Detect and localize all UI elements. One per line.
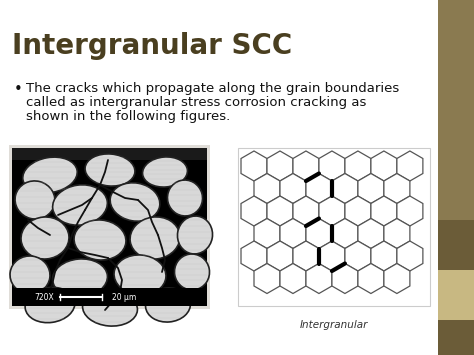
Polygon shape [267, 151, 293, 181]
Polygon shape [358, 174, 384, 203]
Polygon shape [371, 196, 397, 226]
Text: The cracks which propagate along the grain boundaries: The cracks which propagate along the gra… [26, 82, 399, 95]
Polygon shape [397, 151, 423, 181]
Polygon shape [371, 241, 397, 271]
Polygon shape [358, 218, 384, 248]
Polygon shape [332, 263, 358, 294]
Ellipse shape [130, 217, 180, 259]
Ellipse shape [53, 185, 108, 225]
Ellipse shape [21, 217, 69, 259]
Polygon shape [319, 196, 345, 226]
Text: called as intergranular stress corrosion cracking as: called as intergranular stress corrosion… [26, 96, 366, 109]
Polygon shape [332, 174, 358, 203]
Polygon shape [306, 174, 332, 203]
Ellipse shape [177, 216, 212, 254]
Polygon shape [254, 263, 280, 294]
Polygon shape [280, 218, 306, 248]
Text: 20 μm: 20 μm [112, 293, 136, 301]
Polygon shape [345, 241, 371, 271]
Ellipse shape [85, 154, 135, 186]
Ellipse shape [114, 255, 166, 295]
Ellipse shape [23, 157, 77, 193]
Polygon shape [293, 151, 319, 181]
Ellipse shape [53, 259, 108, 297]
Ellipse shape [143, 157, 187, 187]
Ellipse shape [25, 287, 75, 323]
Text: 720X: 720X [34, 293, 54, 301]
Polygon shape [267, 196, 293, 226]
Polygon shape [293, 196, 319, 226]
Polygon shape [371, 151, 397, 181]
Polygon shape [254, 174, 280, 203]
Bar [12, 148, 207, 306]
Polygon shape [358, 263, 384, 294]
Polygon shape [280, 263, 306, 294]
Ellipse shape [74, 220, 126, 260]
Polygon shape [397, 196, 423, 226]
Ellipse shape [110, 183, 160, 221]
Polygon shape [319, 151, 345, 181]
Polygon shape [306, 218, 332, 248]
Bar [438, 0, 474, 355]
Polygon shape [241, 196, 267, 226]
Ellipse shape [174, 254, 210, 290]
Ellipse shape [146, 288, 191, 322]
Polygon shape [306, 263, 332, 294]
Polygon shape [241, 151, 267, 181]
Text: Intergranular SCC: Intergranular SCC [12, 32, 292, 60]
Polygon shape [345, 196, 371, 226]
Polygon shape [384, 263, 410, 294]
Polygon shape [280, 174, 306, 203]
Ellipse shape [10, 256, 50, 294]
Bar [438, 220, 474, 355]
Text: •: • [14, 82, 23, 97]
Bar [12, 148, 207, 160]
Polygon shape [397, 241, 423, 271]
Polygon shape [345, 151, 371, 181]
Polygon shape [332, 218, 358, 248]
Ellipse shape [82, 290, 137, 326]
Bar [9, 145, 210, 309]
Text: shown in the following figures.: shown in the following figures. [26, 110, 230, 123]
Polygon shape [384, 218, 410, 248]
Bar [238, 148, 430, 306]
Polygon shape [293, 241, 319, 271]
Text: Intergranular: Intergranular [300, 320, 368, 330]
Polygon shape [319, 241, 345, 271]
Ellipse shape [167, 180, 202, 216]
Bar [12, 288, 207, 306]
Polygon shape [267, 241, 293, 271]
Polygon shape [254, 218, 280, 248]
Polygon shape [241, 241, 267, 271]
Bar [438, 270, 474, 320]
Polygon shape [384, 174, 410, 203]
Ellipse shape [15, 181, 55, 219]
